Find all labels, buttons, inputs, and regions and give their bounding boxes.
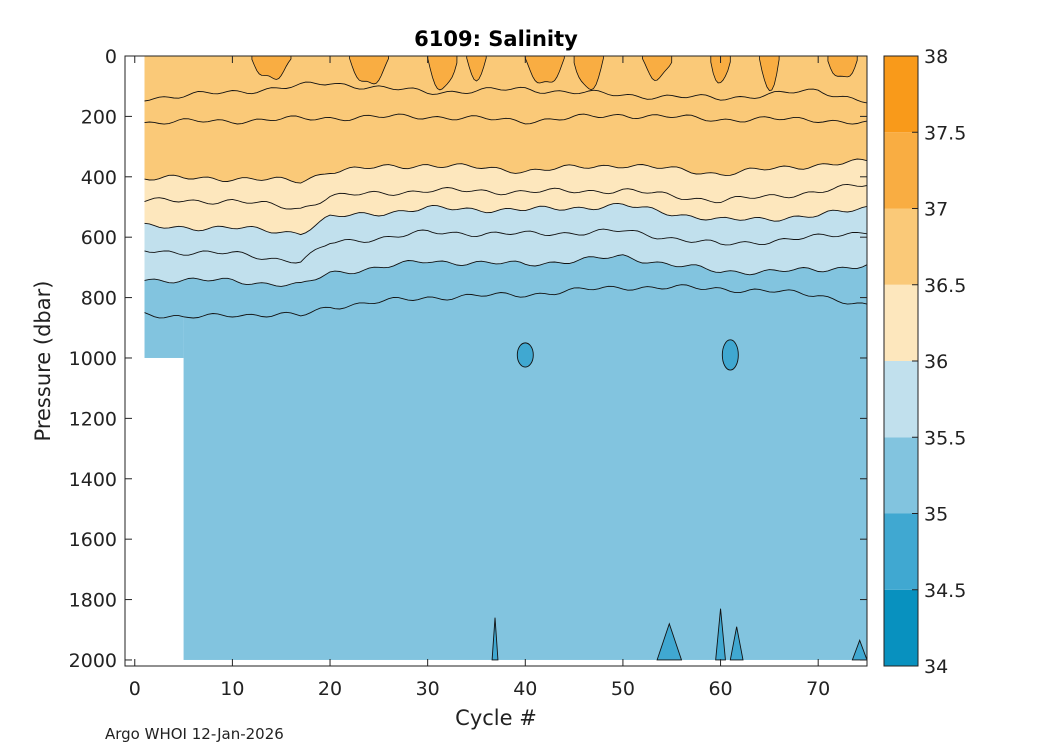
chart-title: 6109: Salinity <box>414 27 578 51</box>
contour-line <box>144 284 867 319</box>
bottom-low-patch <box>656 622 683 661</box>
footer-credit: Argo WHOI 12-Jan-2026 <box>105 725 284 743</box>
plot-frame <box>124 55 868 667</box>
y-tick-label: 1400 <box>69 469 117 491</box>
mid-depth-low-patch <box>516 342 534 368</box>
high-salinity-patch <box>827 56 858 78</box>
colorbar-segment <box>884 361 918 438</box>
x-tick-label: 40 <box>513 678 537 700</box>
y-tick-label: 400 <box>81 167 117 189</box>
colorbar-segment <box>884 132 918 209</box>
x-tick-label: 60 <box>708 678 732 700</box>
x-axis-label: Cycle # <box>455 706 537 730</box>
plot-area <box>125 56 867 666</box>
salinity-band <box>144 56 867 103</box>
colorbar-segment <box>884 56 918 133</box>
x-tick-label: 10 <box>220 678 244 700</box>
y-axis-label: Pressure (dbar) <box>31 281 55 442</box>
high-salinity-patch <box>641 56 673 81</box>
high-salinity-patch <box>251 56 292 80</box>
high-salinity-patch <box>759 56 780 91</box>
colorbar-tick-label: 34.5 <box>924 580 966 602</box>
high-salinity-patch <box>710 56 731 84</box>
bottom-low-patch <box>715 608 726 661</box>
y-tick-label: 200 <box>81 106 117 128</box>
colorbar-tick-label: 37 <box>924 199 948 221</box>
contour-line <box>144 254 867 287</box>
y-axis: 0 200 400 600 800 1000 1200 1400 1600 1800 2000 <box>69 46 867 672</box>
contour-line <box>144 228 867 264</box>
colorbar: 34 34.5 35 35.5 36 36.5 37 37.5 38 <box>883 46 966 678</box>
y-tick-label: 1800 <box>69 590 117 612</box>
contour-line <box>144 158 867 184</box>
bottom-low-patch <box>729 626 744 661</box>
colorbar-segment <box>884 208 918 285</box>
colorbar-segment <box>884 513 918 590</box>
high-salinity-patch <box>524 56 565 84</box>
y-tick-label: 2000 <box>69 650 117 672</box>
high-salinity-patch <box>427 56 458 91</box>
x-tick-label: 30 <box>416 678 440 700</box>
colorbar-segment <box>884 437 918 514</box>
colorbar-tick-label: 36.5 <box>924 275 966 297</box>
colorbar-tick-label: 38 <box>924 46 948 68</box>
contour-line <box>144 81 867 104</box>
x-tick-label: 20 <box>318 678 342 700</box>
y-tick-label: 800 <box>81 288 117 310</box>
bottom-low-patch <box>491 617 499 661</box>
y-tick-label: 1600 <box>69 529 117 551</box>
low-salinity-patches <box>251 56 867 661</box>
x-tick-label: 50 <box>611 678 635 700</box>
x-tick-label: 0 <box>129 678 141 700</box>
y-tick-label: 600 <box>81 227 117 249</box>
high-salinity-patch <box>573 56 604 91</box>
salinity-fill-layer <box>144 56 867 660</box>
contour-lines <box>144 81 867 319</box>
contour-line <box>144 202 867 236</box>
contour-line <box>144 183 867 210</box>
y-tick-label: 1000 <box>69 348 117 370</box>
contour-line <box>144 113 867 125</box>
colorbar-segment <box>884 589 918 666</box>
high-salinity-patch <box>349 56 390 85</box>
colorbar-tick-label: 34 <box>924 656 948 678</box>
x-axis: 0 10 20 30 40 50 60 70 <box>129 56 830 700</box>
colorbar-tick-label: 35 <box>924 504 948 526</box>
colorbar-tick-label: 35.5 <box>924 427 966 449</box>
colorbar-segment <box>884 284 918 361</box>
high-salinity-patch <box>466 56 487 82</box>
x-tick-label: 70 <box>806 678 830 700</box>
colorbar-tick-label: 36 <box>924 351 948 373</box>
colorbar-tick-label: 37.5 <box>924 122 966 144</box>
y-tick-label: 0 <box>105 46 117 68</box>
y-tick-label: 1200 <box>69 408 117 430</box>
mid-depth-low-patch <box>721 339 739 371</box>
